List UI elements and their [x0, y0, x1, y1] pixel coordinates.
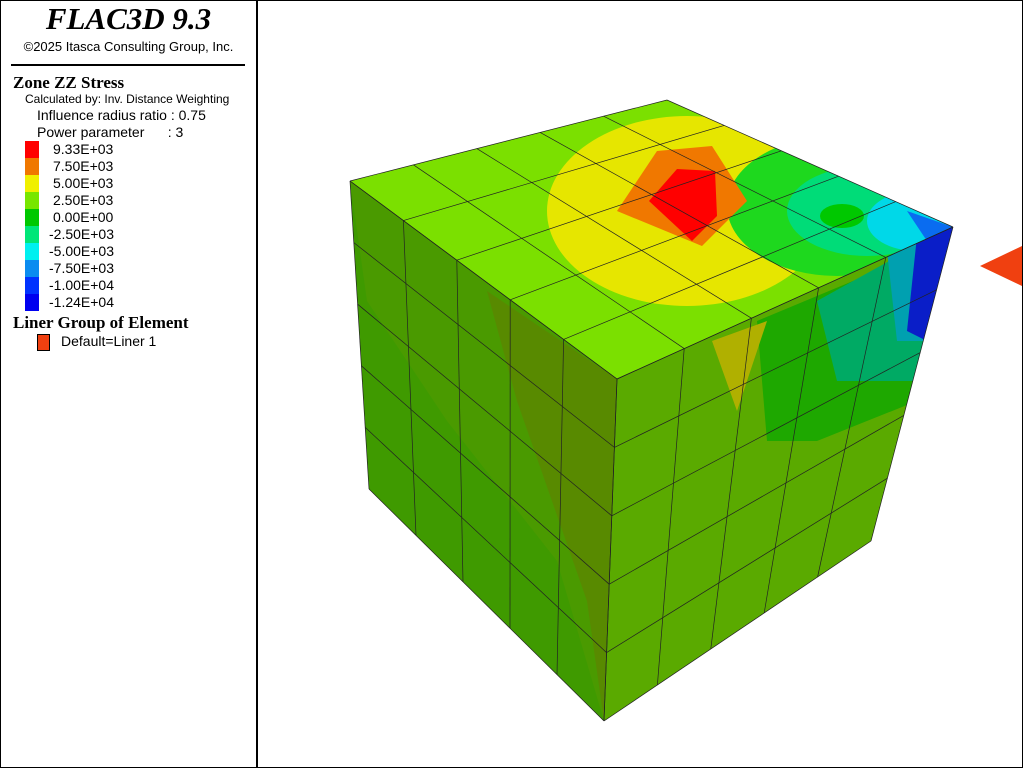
mesh-line	[710, 318, 752, 650]
mesh-line	[456, 150, 782, 261]
level-label: -7.50E+03	[49, 260, 114, 276]
swatch	[25, 294, 39, 311]
level-label: 0.00E+00	[53, 209, 114, 225]
left-face	[350, 181, 617, 721]
swatch	[25, 260, 39, 277]
level-label: -1.24E+04	[49, 294, 114, 310]
mesh-line	[349, 99, 668, 182]
mesh-line	[476, 148, 752, 319]
swatch	[25, 158, 39, 175]
mesh-line	[349, 180, 618, 380]
swatch	[25, 209, 39, 226]
mesh-line	[353, 242, 615, 448]
mesh-line	[510, 175, 839, 301]
mesh-line	[603, 115, 886, 258]
swatch	[25, 192, 39, 209]
mesh-line	[540, 132, 819, 289]
legend-panel: FLAC3D 9.3 ©2025 Itasca Consulting Group…	[0, 0, 258, 768]
swatch	[25, 141, 39, 158]
level-label: -1.00E+04	[49, 277, 114, 293]
app-title: FLAC3D 9.3	[45, 1, 212, 36]
legend-title: Zone ZZ Stress	[13, 73, 125, 92]
mesh-line	[563, 201, 896, 340]
mesh-line	[606, 477, 888, 653]
viewport	[257, 0, 1023, 768]
method: Calculated by: Inv. Distance Weighting	[25, 92, 230, 106]
level-label: 2.50E+03	[53, 192, 114, 208]
mesh-line	[611, 352, 921, 517]
swatch	[25, 243, 39, 260]
swatch	[25, 175, 39, 192]
mesh-line	[666, 99, 954, 228]
level-label: 9.33E+03	[53, 141, 114, 157]
swatch	[25, 277, 39, 294]
mesh-line	[403, 125, 725, 221]
liner-title: Liner Group of Element	[13, 313, 189, 332]
top-face	[350, 100, 953, 379]
liner-label: Default=Liner 1	[61, 333, 157, 349]
mesh-line	[603, 378, 618, 722]
level-label: -5.00E+03	[49, 243, 114, 259]
level-label: -2.50E+03	[49, 226, 114, 242]
level-label: 7.50E+03	[53, 158, 114, 174]
copyright: ©2025 Itasca Consulting Group, Inc.	[23, 39, 234, 54]
mesh-line	[361, 365, 610, 585]
swatch	[25, 226, 39, 243]
param: Power parameter : 3	[37, 124, 184, 140]
divider	[11, 64, 245, 66]
mesh-line	[349, 180, 370, 490]
swatch	[37, 334, 50, 351]
mesh-line	[368, 488, 605, 722]
mesh-line	[763, 287, 819, 614]
mesh-line	[456, 260, 464, 582]
param: Influence radius ratio : 0.75	[37, 107, 206, 123]
mesh-line	[603, 540, 872, 722]
mesh-line	[870, 226, 954, 542]
mesh-line	[364, 427, 607, 653]
mesh-line	[817, 257, 887, 578]
mesh-line	[403, 220, 417, 536]
level-label: 5.00E+03	[53, 175, 114, 191]
model-view	[349, 99, 1022, 722]
liner-marker	[980, 246, 1022, 286]
mesh-line	[614, 289, 937, 448]
mesh-line	[357, 303, 613, 517]
mesh-line	[657, 348, 685, 686]
mesh-grid	[349, 99, 954, 722]
mesh-line	[609, 415, 904, 585]
mesh-line	[556, 339, 564, 675]
mesh-line	[413, 164, 685, 349]
mesh-line	[616, 226, 954, 380]
